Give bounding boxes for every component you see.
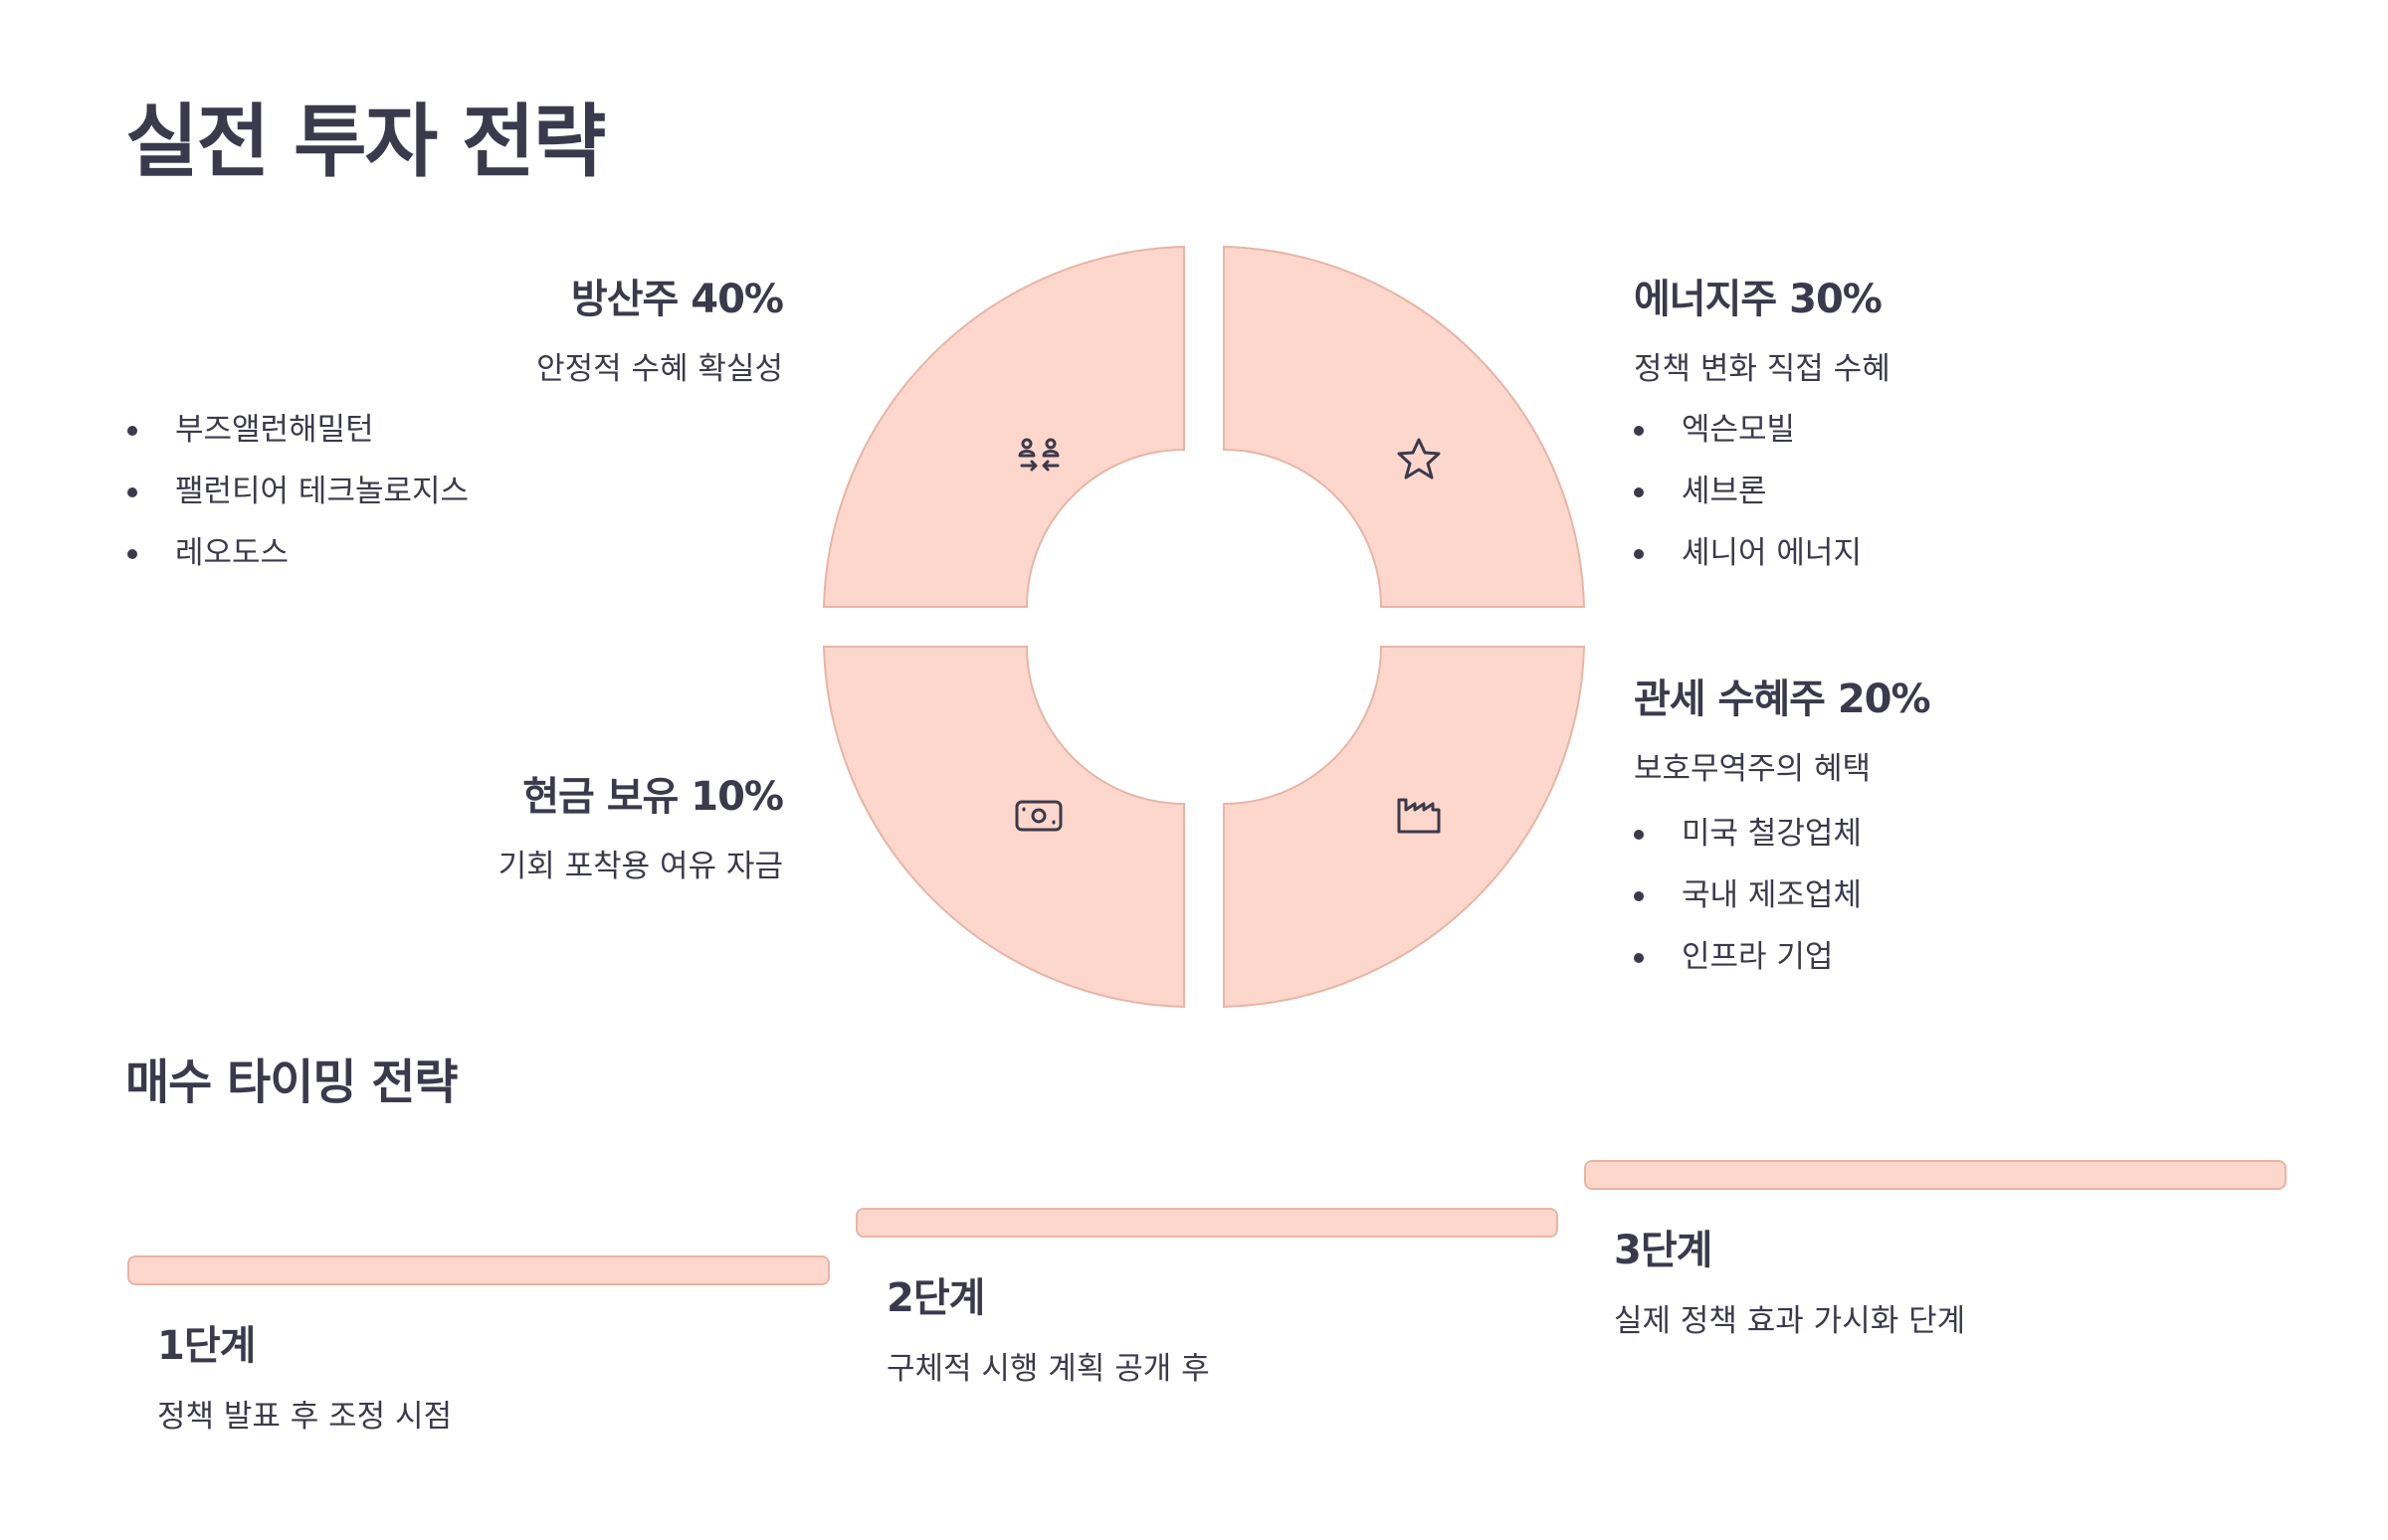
energy-stock-list: 엑슨모빌 셰브론 셰니어 에너지 bbox=[1632, 410, 1862, 595]
list-item: 팰런티어 테크놀로지스 bbox=[125, 472, 469, 533]
list-item: 레오도스 bbox=[125, 533, 469, 595]
energy-heading: 에너지주 30% bbox=[1634, 277, 1883, 322]
list-item: 인프라 기업 bbox=[1632, 937, 1862, 999]
cash-subtitle: 기회 포착용 여유 자금 bbox=[498, 849, 783, 884]
banknote-icon bbox=[1015, 800, 1063, 832]
list-item: 미국 철강업체 bbox=[1632, 814, 1862, 875]
factory-icon bbox=[1397, 798, 1441, 834]
cash-heading: 현금 보유 10% bbox=[522, 774, 784, 820]
segment-tariff bbox=[1223, 646, 1586, 1009]
step-2-bar bbox=[856, 1208, 1558, 1238]
tariff-stock-list: 미국 철강업체 국내 제조업체 인프라 기업 bbox=[1632, 814, 1862, 999]
defense-subtitle: 안정적 수혜 확실성 bbox=[536, 351, 783, 387]
step-3-bar bbox=[1584, 1160, 2287, 1190]
list-item: 셰브론 bbox=[1632, 472, 1862, 533]
step-1-bar bbox=[127, 1255, 830, 1285]
step-1-title: 1단계 bbox=[157, 1323, 256, 1369]
tariff-subtitle: 보호무역주의 혜택 bbox=[1634, 751, 1872, 787]
list-item: 국내 제조업체 bbox=[1632, 875, 1862, 937]
segment-cash bbox=[822, 646, 1185, 1009]
segment-energy bbox=[1223, 245, 1586, 608]
defense-stock-list: 부즈앨런해밀턴 팰런티어 테크놀로지스 레오도스 bbox=[125, 410, 469, 595]
step-3-desc: 실제 정책 효과 가시화 단계 bbox=[1614, 1303, 1966, 1339]
page-title: 실전 투자 전략 bbox=[125, 96, 606, 188]
defense-heading: 방산주 40% bbox=[570, 277, 784, 322]
tariff-heading: 관세 수혜주 20% bbox=[1634, 676, 1931, 722]
timing-section-title: 매수 타이밍 전략 bbox=[125, 1055, 459, 1110]
energy-subtitle: 정책 변화 직접 수혜 bbox=[1634, 351, 1890, 387]
step-1-desc: 정책 발표 후 조정 시점 bbox=[157, 1399, 453, 1435]
step-2-desc: 구체적 시행 계획 공개 후 bbox=[887, 1351, 1210, 1387]
step-3-title: 3단계 bbox=[1614, 1228, 1712, 1273]
portfolio-donut-diagram bbox=[822, 245, 1586, 1009]
segment-defense bbox=[822, 245, 1185, 608]
step-2-title: 2단계 bbox=[887, 1275, 985, 1321]
list-item: 셰니어 에너지 bbox=[1632, 533, 1862, 595]
star-icon bbox=[1397, 438, 1441, 480]
list-item: 부즈앨런해밀턴 bbox=[125, 410, 469, 472]
list-item: 엑슨모빌 bbox=[1632, 410, 1862, 472]
people-exchange-icon bbox=[1018, 438, 1060, 472]
